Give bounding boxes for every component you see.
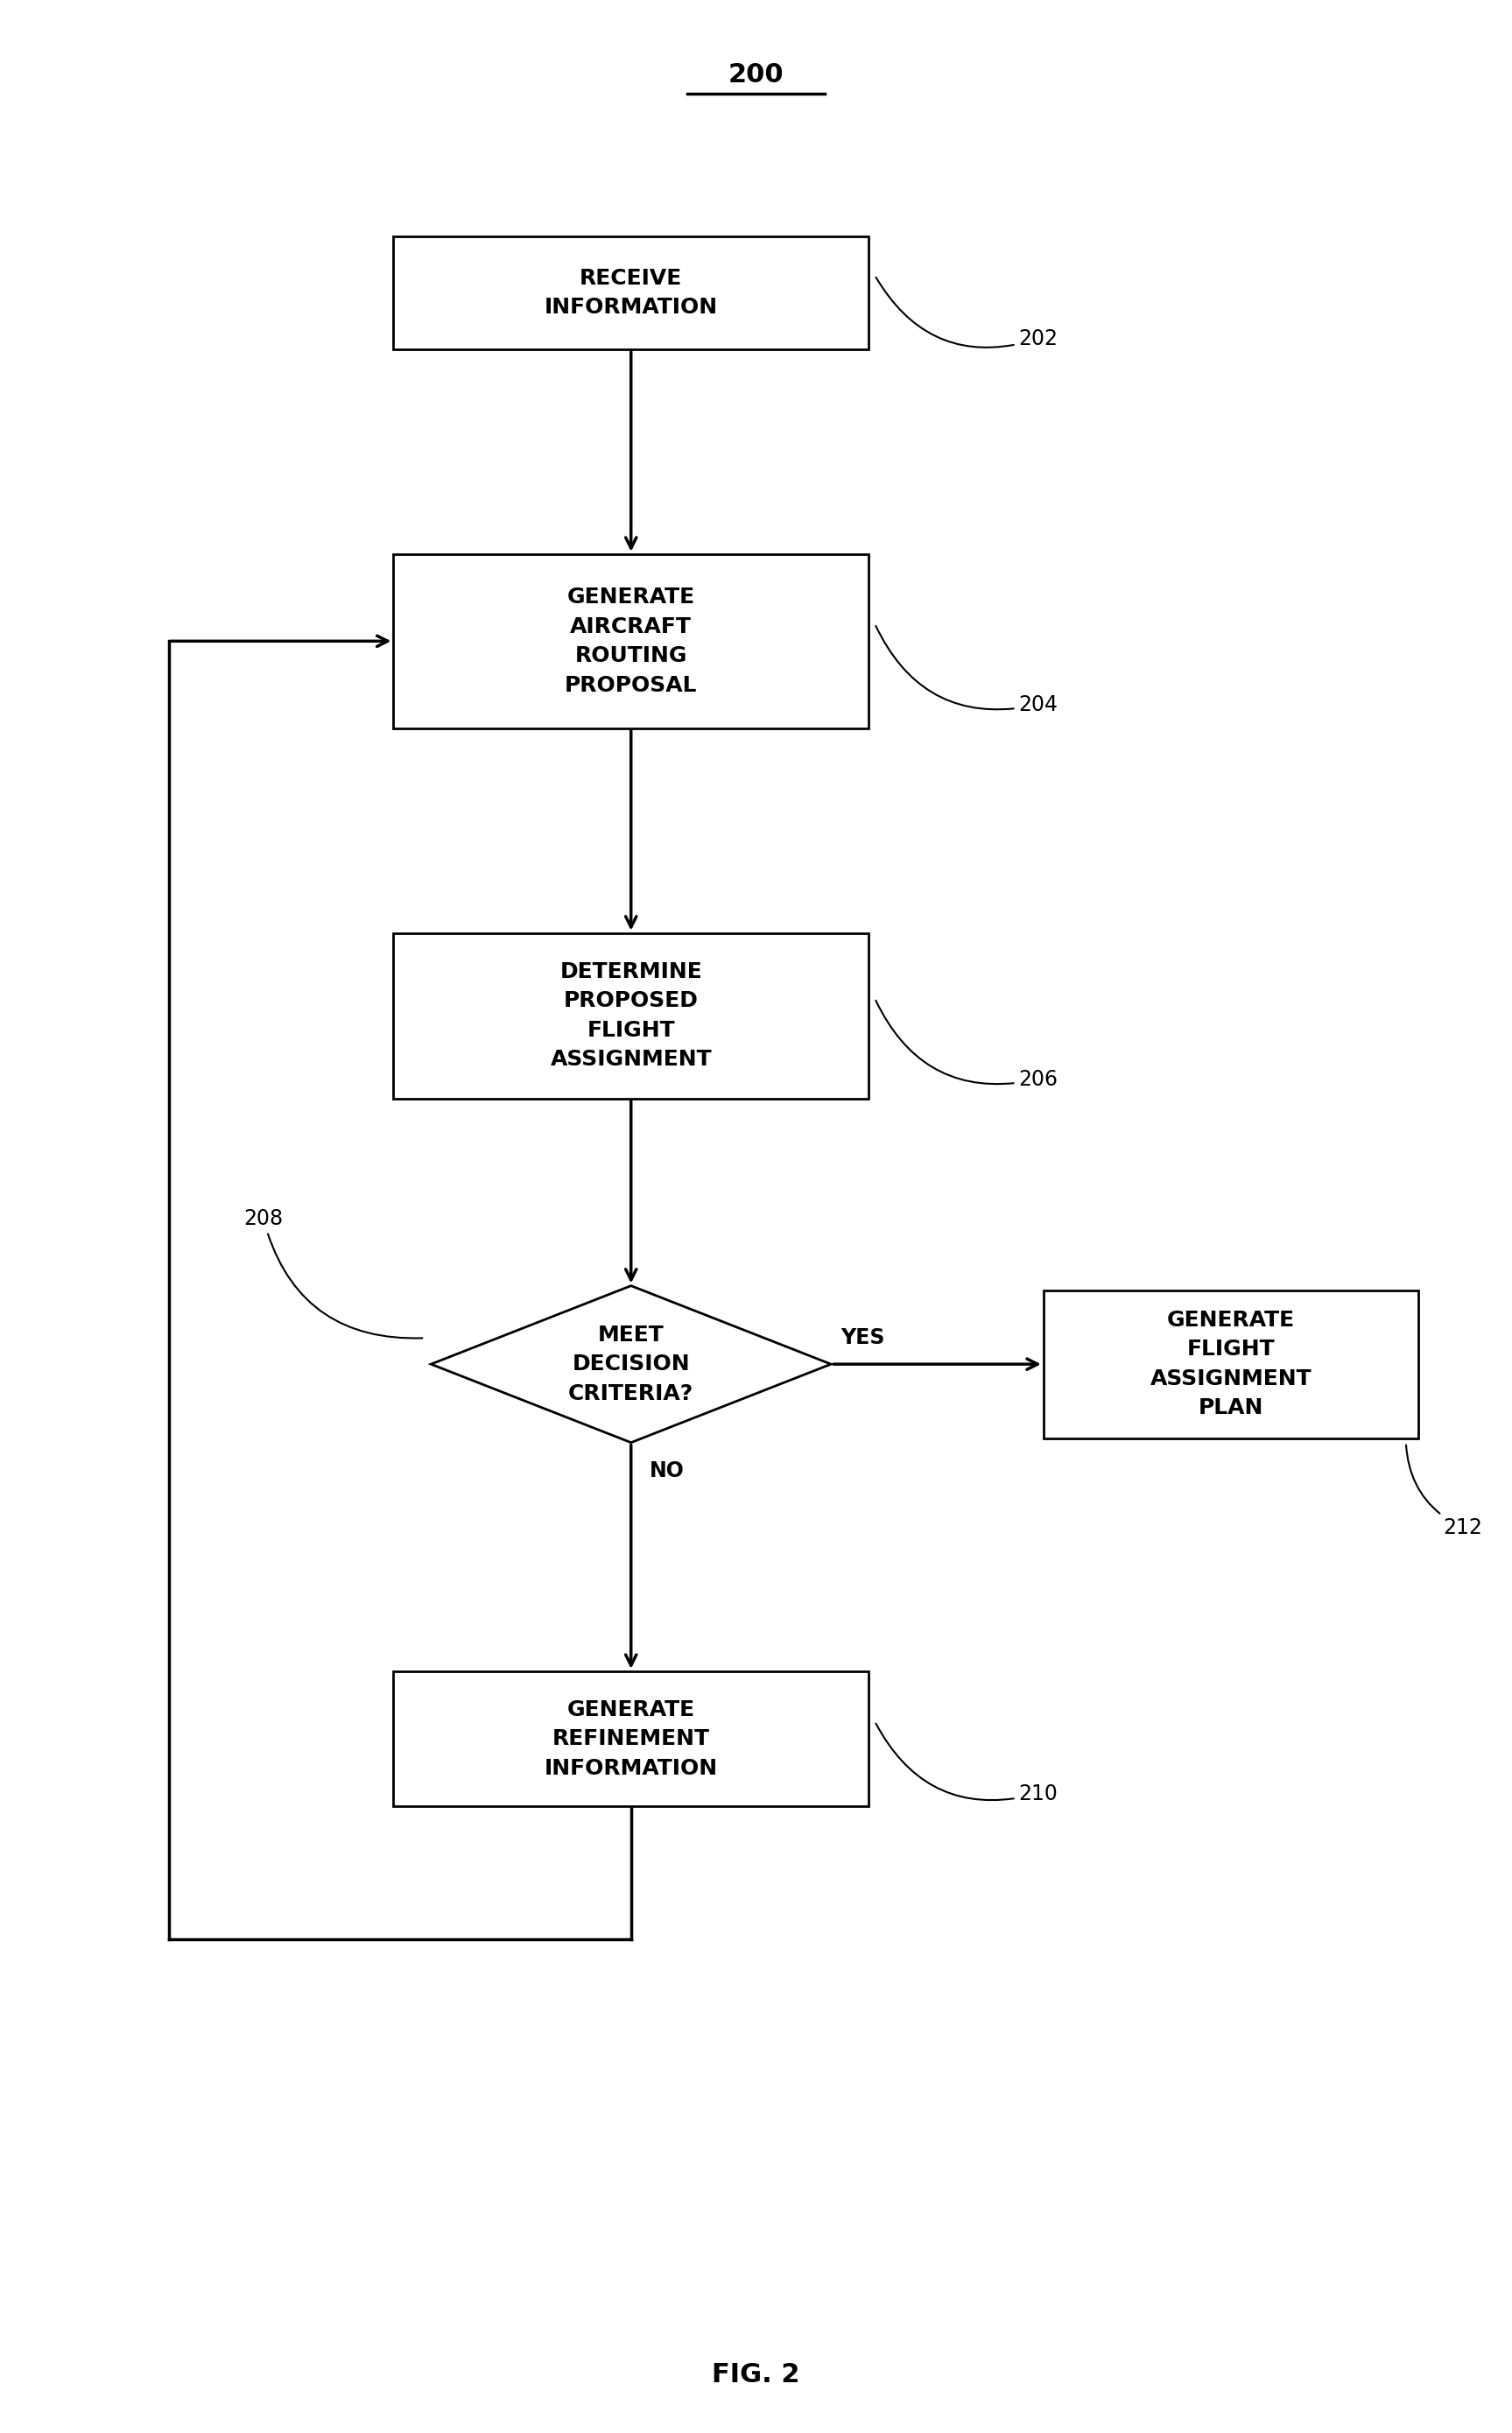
Text: RECEIVE
INFORMATION: RECEIVE INFORMATION bbox=[544, 268, 718, 319]
Text: 204: 204 bbox=[875, 625, 1058, 715]
Text: 208: 208 bbox=[243, 1209, 422, 1338]
Text: YES: YES bbox=[841, 1328, 885, 1348]
Bar bbox=[393, 932, 868, 1097]
Text: NO: NO bbox=[650, 1460, 685, 1482]
Bar bbox=[393, 555, 868, 727]
Text: GENERATE
FLIGHT
ASSIGNMENT
PLAN: GENERATE FLIGHT ASSIGNMENT PLAN bbox=[1151, 1309, 1312, 1418]
Text: MEET
DECISION
CRITERIA?: MEET DECISION CRITERIA? bbox=[569, 1324, 694, 1404]
Text: 206: 206 bbox=[875, 1000, 1058, 1090]
Text: GENERATE
REFINEMENT
INFORMATION: GENERATE REFINEMENT INFORMATION bbox=[544, 1698, 718, 1779]
Text: GENERATE
AIRCRAFT
ROUTING
PROPOSAL: GENERATE AIRCRAFT ROUTING PROPOSAL bbox=[564, 586, 697, 696]
Polygon shape bbox=[431, 1285, 832, 1443]
Bar bbox=[393, 236, 868, 350]
Text: 200: 200 bbox=[729, 63, 783, 88]
Text: 210: 210 bbox=[875, 1723, 1058, 1805]
Text: DETERMINE
PROPOSED
FLIGHT
ASSIGNMENT: DETERMINE PROPOSED FLIGHT ASSIGNMENT bbox=[550, 961, 712, 1071]
Bar bbox=[1043, 1289, 1418, 1438]
Text: 212: 212 bbox=[1406, 1445, 1483, 1538]
Text: 202: 202 bbox=[875, 277, 1058, 350]
Text: FIG. 2: FIG. 2 bbox=[712, 2362, 800, 2387]
Bar bbox=[393, 1671, 868, 1805]
